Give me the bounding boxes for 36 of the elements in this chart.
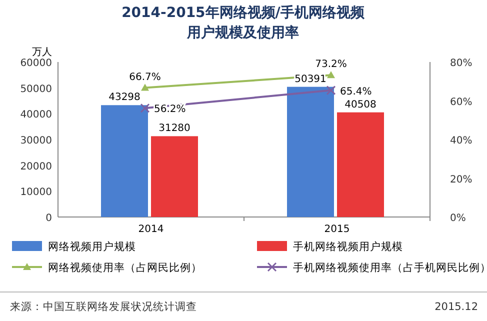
- bar: [287, 86, 334, 217]
- text: 2015.12: [434, 301, 478, 313]
- point: [140, 103, 150, 113]
- bar: [337, 112, 384, 217]
- data-label: 43298: [108, 92, 140, 104]
- x-tick-label: 2014: [138, 224, 164, 235]
- data-label: 65.4%: [340, 86, 372, 98]
- data-label: 73.2%: [315, 59, 347, 70]
- legend-label: 手机网络视频使用率（占手机网民比例）: [293, 261, 487, 274]
- legend-label: 手机网络视频用户规模: [293, 240, 403, 253]
- data-label: 50391: [294, 74, 326, 85]
- y2-tick-label: 80%: [450, 58, 472, 69]
- y-tick-label: 10000: [20, 187, 52, 198]
- data-label: 40508: [344, 99, 376, 110]
- y-tick-label: 40000: [20, 110, 52, 121]
- source-note: 来源：中国互联网络发展状况统计调查: [10, 300, 197, 313]
- y2-tick-label: 40%: [450, 136, 472, 146]
- data-label: 66.7%: [129, 72, 161, 83]
- x-tick-label: 2015: [324, 224, 350, 235]
- point: [326, 86, 336, 96]
- legend-label: 网络视频用户规模: [48, 240, 136, 253]
- y-tick-label: 0: [46, 213, 52, 224]
- y-axis-title: 万人: [32, 47, 52, 58]
- bar: [101, 105, 148, 217]
- y-tick-label: 20000: [20, 161, 52, 172]
- y-tick-label: 30000: [20, 136, 52, 146]
- y2-tick-label: 60%: [450, 96, 472, 108]
- y2-tick-label: 0%: [450, 213, 466, 224]
- data-label: 56.2%: [154, 104, 186, 116]
- title: 2014-2015年网络视频/手机网络视频用户规模及使用率: [122, 5, 364, 41]
- y2-tick-label: 20%: [450, 174, 472, 186]
- y-tick-label: 60000: [20, 58, 52, 69]
- data-label: 31280: [158, 123, 190, 134]
- legend-label: 网络视频使用率（占网民比例）: [48, 261, 202, 274]
- bar: [151, 136, 198, 217]
- y-tick-label: 50000: [20, 84, 52, 95]
